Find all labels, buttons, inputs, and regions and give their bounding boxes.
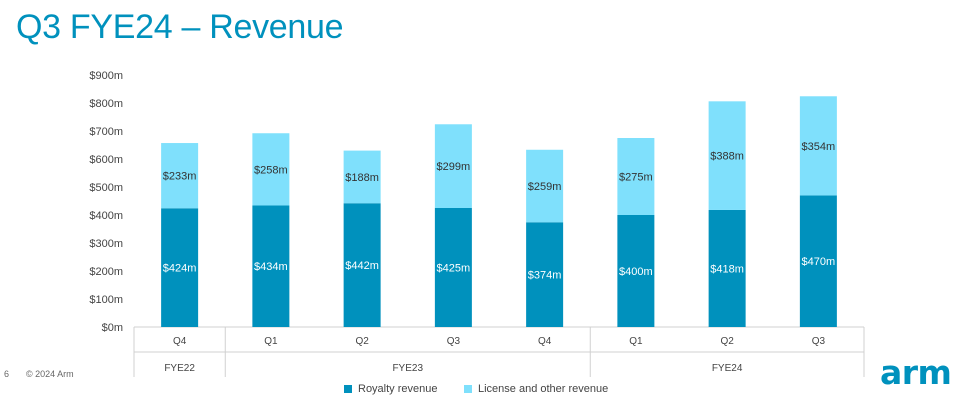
- bar-royalty: [799, 195, 837, 327]
- bar-royalty: [161, 208, 199, 327]
- y-tick-label: $200m: [89, 266, 123, 278]
- bar-license: [161, 143, 199, 209]
- arm-logo: arm: [880, 353, 952, 392]
- x-tick-label: Q4: [173, 336, 187, 347]
- bar-license: [708, 101, 746, 210]
- data-label-license: $259m: [528, 181, 562, 193]
- data-label-license: $299m: [437, 161, 471, 173]
- legend-item-license: License and other revenue: [464, 383, 608, 395]
- x-tick-label: Q2: [355, 336, 369, 347]
- page-number: 6: [4, 369, 10, 379]
- x-group-label: FYE23: [392, 363, 423, 374]
- bar-royalty: [708, 209, 746, 327]
- x-tick-label: Q3: [812, 336, 826, 347]
- bar-license: [617, 138, 655, 215]
- legend-swatch-license: [464, 385, 472, 393]
- data-label-royalty: $424m: [163, 263, 197, 275]
- x-group-label: FYE24: [712, 363, 743, 374]
- legend-item-royalty: Royalty revenue: [344, 383, 438, 395]
- bar-license: [343, 150, 381, 204]
- x-tick-label: Q4: [538, 336, 552, 347]
- legend-label-royalty: Royalty revenue: [358, 383, 438, 395]
- y-tick-label: $700m: [89, 126, 123, 138]
- y-tick-label: $400m: [89, 210, 123, 222]
- y-tick-label: $500m: [89, 182, 123, 194]
- data-label-royalty: $442m: [345, 260, 379, 272]
- data-label-royalty: $418m: [710, 263, 744, 275]
- x-tick-label: Q1: [264, 336, 278, 347]
- bar-royalty: [252, 205, 290, 327]
- data-label-license: $258m: [254, 164, 288, 176]
- x-tick-label: Q2: [720, 336, 734, 347]
- y-tick-label: $100m: [89, 294, 123, 306]
- y-tick-label: $300m: [89, 238, 123, 250]
- copyright-notice: © 2024 Arm: [26, 369, 74, 379]
- data-label-royalty: $470m: [802, 256, 836, 268]
- data-label-royalty: $374m: [528, 270, 562, 282]
- y-tick-label: $0m: [102, 322, 123, 334]
- legend-swatch-royalty: [344, 385, 352, 393]
- revenue-chart: $0m $100m $200m $300m $400m $500m $600m $700m $8…: [89, 70, 865, 377]
- data-label-license: $188m: [345, 172, 379, 184]
- legend-label-license: License and other revenue: [478, 383, 609, 395]
- y-tick-label: $900m: [89, 70, 123, 82]
- x-tick-label: Q3: [447, 336, 461, 347]
- bar-royalty: [343, 203, 381, 327]
- bar-license: [252, 133, 290, 206]
- bar-royalty: [526, 222, 564, 327]
- bar-royalty: [434, 208, 472, 327]
- x-group-label: FYE22: [164, 363, 195, 374]
- y-tick-label: $600m: [89, 154, 123, 166]
- data-label-royalty: $400m: [619, 266, 653, 278]
- data-label-license: $388m: [710, 151, 744, 163]
- x-tick-label: Q1: [629, 336, 643, 347]
- chart-legend: Royalty revenue License and other revenu…: [0, 383, 966, 401]
- bar-license: [526, 149, 564, 223]
- y-tick-label: $800m: [89, 98, 123, 110]
- bar-license: [799, 96, 837, 196]
- data-label-royalty: $434m: [254, 261, 288, 273]
- data-label-license: $275m: [619, 172, 653, 184]
- data-label-license: $354m: [802, 141, 836, 153]
- slide-title: Q3 FYE24 – Revenue: [16, 8, 344, 46]
- data-label-royalty: $425m: [437, 263, 471, 275]
- bar-license: [434, 124, 472, 208]
- data-label-license: $233m: [163, 171, 197, 183]
- bar-royalty: [617, 215, 655, 327]
